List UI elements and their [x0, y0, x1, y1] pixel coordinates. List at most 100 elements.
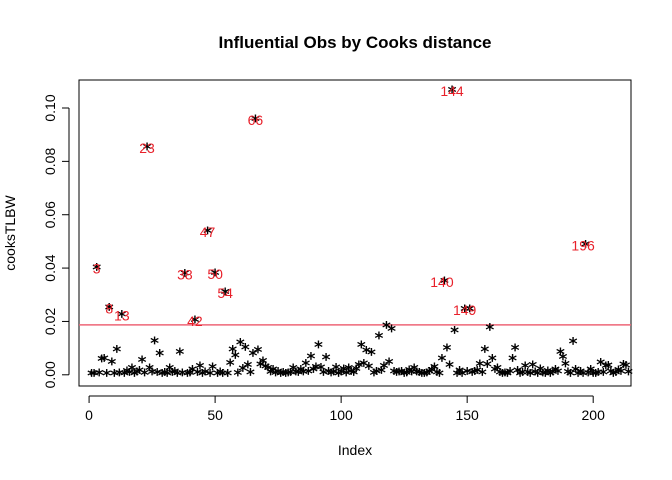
data-point: * — [218, 366, 227, 386]
data-point: * — [311, 360, 320, 380]
data-point: * — [130, 367, 139, 387]
data-point: * — [286, 365, 295, 385]
data-point: * — [596, 355, 605, 375]
data-point: * — [274, 364, 283, 384]
data-points: ****************************************… — [87, 83, 633, 386]
data-point: * — [453, 367, 462, 387]
point-label: 66 — [248, 112, 264, 128]
data-point: * — [90, 367, 99, 387]
data-point: * — [170, 364, 179, 384]
data-point: * — [609, 366, 618, 386]
data-point: * — [420, 367, 429, 387]
data-point: * — [443, 341, 452, 361]
data-point: * — [246, 365, 255, 385]
data-point: * — [614, 363, 623, 383]
data-point: * — [140, 366, 149, 386]
data-point: * — [332, 361, 341, 381]
data-point: * — [440, 274, 449, 294]
data-point: * — [322, 351, 331, 371]
data-point: * — [490, 363, 499, 383]
y-axis: 0.00 0.02 0.04 0.06 0.08 0.10 — [42, 94, 70, 388]
data-point: * — [458, 366, 467, 386]
data-point: * — [357, 338, 366, 358]
x-tick-label: 150 — [455, 407, 479, 423]
point-label: 47 — [200, 224, 216, 240]
data-point: * — [160, 365, 169, 385]
data-point: * — [417, 366, 426, 386]
data-point: * — [125, 366, 134, 386]
y-tick-label: 0.10 — [42, 94, 58, 121]
data-point: * — [155, 347, 164, 367]
data-point: * — [478, 366, 487, 386]
point-label: 196 — [571, 238, 595, 254]
data-point: * — [150, 334, 159, 354]
point-label: 8 — [105, 300, 113, 316]
data-point: * — [546, 367, 555, 387]
data-point: * — [619, 358, 628, 378]
data-point: * — [352, 362, 361, 382]
data-point: * — [543, 364, 552, 384]
data-point: * — [571, 362, 580, 382]
point-label: 149 — [453, 302, 477, 318]
data-point: * — [480, 343, 489, 363]
data-point: * — [221, 285, 230, 305]
data-point: * — [521, 359, 530, 379]
data-point: * — [369, 366, 378, 386]
data-point: * — [579, 367, 588, 387]
data-point: * — [558, 350, 567, 370]
data-point: * — [213, 366, 222, 386]
data-point: * — [566, 367, 575, 387]
data-point: * — [483, 358, 492, 378]
data-point: * — [127, 361, 136, 381]
data-point: * — [163, 367, 172, 387]
data-point: * — [196, 359, 205, 379]
data-point: * — [410, 361, 419, 381]
data-point: * — [158, 366, 167, 386]
data-point: * — [138, 353, 147, 373]
x-tick-label: 50 — [207, 407, 223, 423]
data-point: * — [193, 366, 202, 386]
x-axis-label: Index — [338, 442, 372, 458]
data-point: * — [203, 224, 212, 244]
data-point: * — [279, 366, 288, 386]
data-point: * — [337, 365, 346, 385]
data-point: * — [501, 366, 510, 386]
data-point: * — [460, 302, 469, 322]
data-point: * — [473, 364, 482, 384]
data-point: * — [468, 365, 477, 385]
point-label: 140 — [430, 274, 454, 290]
data-point: * — [241, 340, 250, 360]
data-point: * — [344, 361, 353, 381]
data-point: * — [387, 322, 396, 342]
data-point: * — [569, 335, 578, 355]
data-point: * — [435, 367, 444, 387]
data-point: * — [261, 359, 270, 379]
point-label: 3 — [93, 260, 101, 276]
data-point: * — [327, 366, 336, 386]
data-point: * — [110, 366, 119, 386]
data-point: * — [107, 355, 116, 375]
data-point: * — [589, 367, 598, 387]
x-tick-label: 0 — [85, 407, 93, 423]
data-point: * — [317, 361, 326, 381]
point-label: 144 — [440, 83, 464, 99]
data-point: * — [102, 366, 111, 386]
data-point: * — [364, 360, 373, 380]
data-point: * — [553, 364, 562, 384]
data-point: * — [445, 358, 454, 378]
data-point: * — [248, 347, 257, 367]
data-point: * — [616, 364, 625, 384]
data-point: * — [105, 300, 114, 320]
data-point: * — [183, 367, 192, 387]
data-point: * — [304, 364, 313, 384]
data-point: * — [97, 352, 106, 372]
data-point: * — [299, 365, 308, 385]
data-point: * — [430, 360, 439, 380]
data-point: * — [528, 358, 537, 378]
data-point: * — [503, 366, 512, 386]
data-point: * — [117, 308, 126, 328]
x-axis: 0 50 100 150 200 — [85, 395, 605, 423]
data-point: * — [400, 366, 409, 386]
